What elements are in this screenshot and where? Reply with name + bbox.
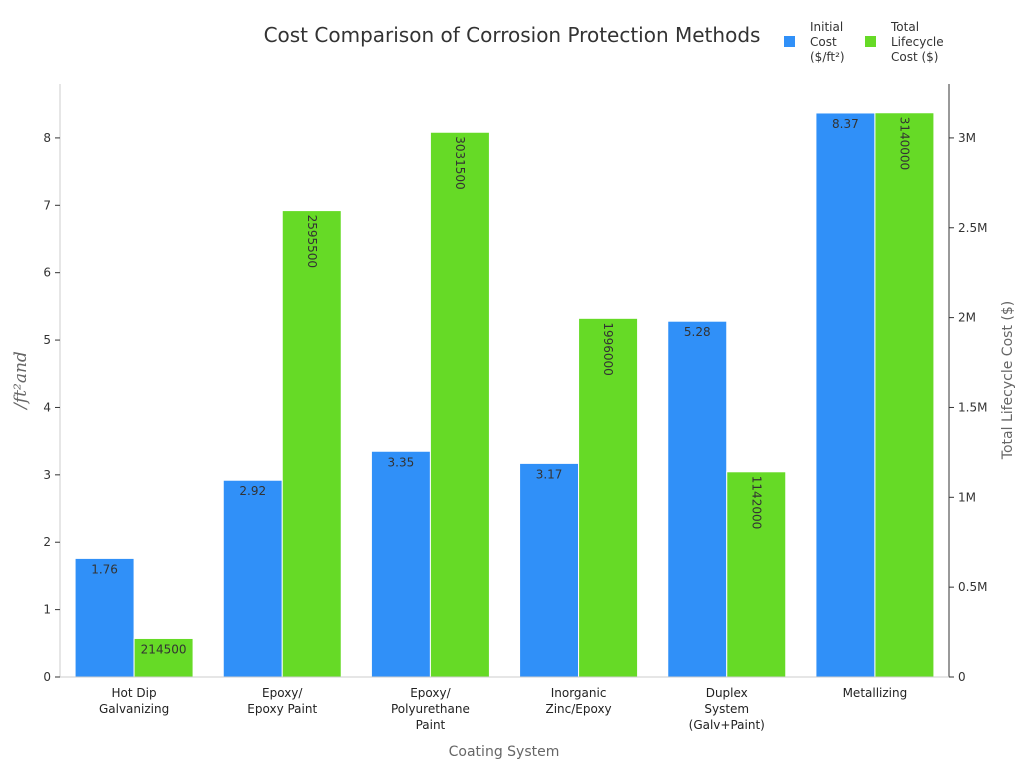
y-right-tick-label: 1M: [958, 490, 976, 504]
y-axis-left-title: /ft²and: [11, 351, 31, 411]
legend-label-lifecycle-cost: Total Lifecycle Cost ($): [890, 20, 944, 64]
bar-lifecycle-cost: [874, 112, 935, 678]
chart-title: Cost Comparison of Corrosion Protection …: [264, 23, 761, 47]
x-axis-title: Coating System: [449, 744, 560, 760]
bar-label-lifecycle-cost: 214500: [141, 642, 187, 656]
bar-initial-cost: [667, 320, 728, 678]
y-left-tick-label: 6: [43, 266, 51, 280]
x-category-label: Hot Dip Galvanizing: [99, 686, 169, 716]
bar-label-initial-cost: 5.28: [684, 325, 711, 339]
bar-label-lifecycle-cost: 3140000: [897, 117, 911, 170]
bar-initial-cost: [370, 450, 431, 678]
bar-lifecycle-cost: [726, 471, 787, 678]
y-left-tick-label: 1: [43, 603, 51, 617]
y-right-tick-label: 1.5M: [958, 400, 987, 414]
bar-label-initial-cost: 3.17: [536, 467, 563, 481]
y-right-tick-label: 0.5M: [958, 580, 987, 594]
legend-label-initial-cost: Initial Cost ($/ft²): [810, 20, 845, 64]
x-category-label: Epoxy/Polyurethane Paint: [391, 686, 470, 732]
y-right-tick-label: 0: [958, 670, 966, 684]
y-right-tick-label: 3M: [958, 131, 976, 145]
x-category-label: Duplex System (Galv+Paint): [689, 686, 765, 732]
y-left-tick-label: 3: [43, 468, 51, 482]
bar-labels: 1.76 214500 2.92 2595500 3.35 3031500 3.17 1996…: [91, 117, 911, 657]
bar-lifecycle-cost: [429, 131, 490, 678]
legend: Initial Cost ($/ft²) Total Lifecycle Cost ($): [784, 20, 944, 64]
x-category-label: Inorganic Zinc/Epoxy: [545, 686, 611, 716]
y-left-tick-label: 8: [43, 131, 51, 145]
y-right-tick-label: 2.5M: [958, 221, 987, 235]
bar-label-initial-cost: 1.76: [91, 562, 118, 576]
bar-initial-cost: [74, 557, 135, 678]
legend-swatch-initial-cost: [784, 36, 795, 47]
bar-label-lifecycle-cost: 2595500: [305, 215, 319, 268]
bar-label-initial-cost: 3.35: [388, 455, 415, 469]
bar-lifecycle-cost: [281, 210, 342, 678]
y-axis-right-title: Total Lifecycle Cost ($): [1000, 301, 1016, 460]
y-left-tick-label: 2: [43, 535, 51, 549]
axes: 0 1 2 3 4 5 6 7 8 0 0.5M 1M 1.5M 2M 2.5M 3M Hot Dip Galva…: [43, 84, 987, 732]
x-category-label: Metallizing: [843, 686, 908, 700]
bar-initial-cost: [519, 462, 580, 678]
x-category-label: Epoxy/Epoxy Paint: [247, 686, 317, 716]
bar-lifecycle-cost: [578, 317, 639, 678]
y-left-tick-label: 5: [43, 333, 51, 347]
bar-initial-cost: [222, 479, 283, 678]
bars: [74, 112, 935, 678]
bar-lifecycle-cost: [133, 637, 194, 678]
bar-label-lifecycle-cost: 3031500: [453, 136, 467, 189]
bar-label-lifecycle-cost: 1996000: [601, 322, 615, 375]
legend-swatch-lifecycle-cost: [865, 36, 876, 47]
y-left-tick-label: 4: [43, 400, 51, 414]
y-right-tick-label: 2M: [958, 311, 976, 325]
bar-initial-cost: [815, 112, 876, 678]
bar-label-initial-cost: 8.37: [832, 117, 859, 131]
bar-label-lifecycle-cost: 1142000: [749, 476, 763, 529]
y-left-tick-label: 0: [43, 670, 51, 684]
y-left-tick-label: 7: [43, 198, 51, 212]
bar-label-initial-cost: 2.92: [239, 484, 266, 498]
